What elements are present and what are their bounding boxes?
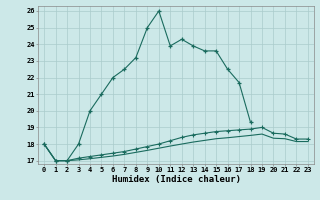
X-axis label: Humidex (Indice chaleur): Humidex (Indice chaleur): [111, 175, 241, 184]
